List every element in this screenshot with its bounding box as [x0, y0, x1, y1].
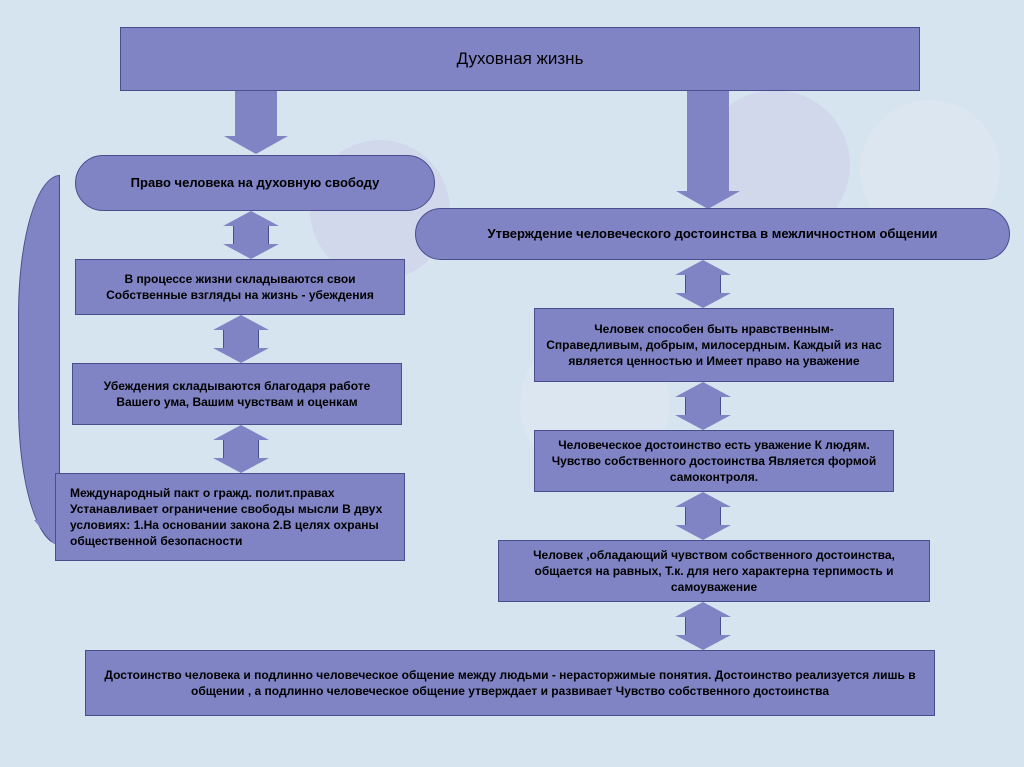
conclusion-box: Достоинство человека и подлинно человече…: [85, 650, 935, 716]
left-arr-1: [233, 226, 269, 244]
arrow-title-right: [687, 91, 729, 191]
right-n3: Человек ,обладающий чувством собственног…: [498, 540, 930, 602]
left-n2: Убеждения складываются благодаря работе …: [72, 363, 402, 425]
right-n2: Человеческое достоинство есть уважение К…: [534, 430, 894, 492]
left-arr-3: [223, 440, 259, 458]
title-box: Духовная жизнь: [120, 27, 920, 91]
left-n3: Международный пакт о гражд. полит.правах…: [55, 473, 405, 561]
arrow-title-left: [235, 91, 277, 136]
left-arr-2: [223, 330, 259, 348]
right-arr-1: [685, 275, 721, 293]
right-arr-4: [685, 617, 721, 635]
right-arr-3: [685, 507, 721, 525]
curved-decoration: [18, 175, 60, 545]
left-n1: В процессе жизни складываются свои Собст…: [75, 259, 405, 315]
right-n1: Человек способен быть нравственным- Спра…: [534, 308, 894, 382]
left-header: Право человека на духовную свободу: [75, 155, 435, 211]
right-header: Утверждение человеческого достоинства в …: [415, 208, 1010, 260]
right-arr-2: [685, 397, 721, 415]
